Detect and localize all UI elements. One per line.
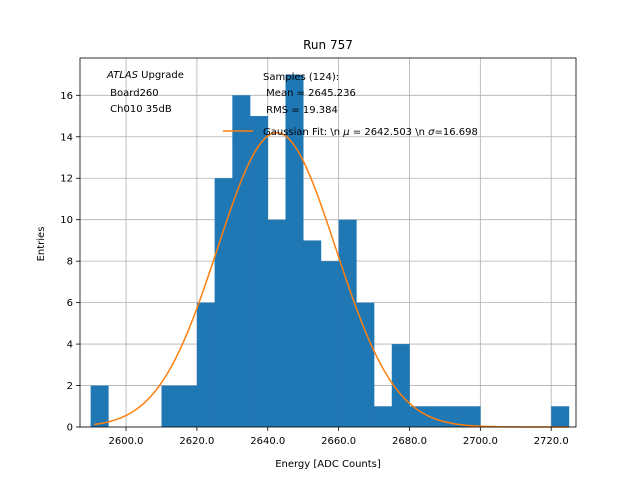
histogram-bar bbox=[338, 219, 357, 427]
histogram-bar bbox=[462, 406, 481, 427]
chart-title: Run 757 bbox=[303, 38, 353, 52]
annotation-line-3: Ch010 35dB bbox=[107, 104, 172, 115]
fit-prefix: Gaussian Fit: \n bbox=[263, 127, 343, 138]
x-tick-label: 2700.0 bbox=[463, 436, 498, 447]
x-tick-label: 2680.0 bbox=[392, 436, 427, 447]
histogram-bar bbox=[444, 406, 463, 427]
x-axis-label: Energy [ADC Counts] bbox=[275, 459, 381, 470]
histogram-bar bbox=[391, 344, 410, 427]
annotation-line-1: ATLAS Upgrade bbox=[106, 70, 184, 81]
y-axis-label: Entries bbox=[36, 227, 47, 262]
legend-fit-label: Gaussian Fit: \n μ = 2642.503 \n σ=16.69… bbox=[263, 127, 478, 138]
x-tick-label: 2720.0 bbox=[534, 436, 569, 447]
legend-samples-line-2: Mean = 2645.236 bbox=[263, 88, 356, 99]
x-tick-label: 2660.0 bbox=[321, 436, 356, 447]
y-axis-ticks: 0 2 4 6 8 10 12 14 16 bbox=[60, 91, 80, 434]
legend: Samples (124): Mean = 2645.236 RMS = 19.… bbox=[223, 72, 478, 138]
fit-sigma-value: =16.698 bbox=[434, 127, 477, 138]
histogram-bar bbox=[214, 178, 233, 427]
histogram-bar bbox=[267, 219, 286, 427]
fit-sigma-symbol: σ bbox=[428, 127, 435, 138]
x-tick-label: 2600.0 bbox=[109, 436, 144, 447]
y-tick-label: 2 bbox=[67, 381, 73, 392]
legend-samples-line-3: RMS = 19.384 bbox=[263, 105, 338, 116]
y-tick-label: 8 bbox=[67, 257, 73, 268]
histogram-bar bbox=[90, 385, 109, 427]
histogram-bar bbox=[374, 406, 393, 427]
histogram-bar bbox=[250, 116, 269, 427]
histogram-bar bbox=[232, 95, 251, 427]
y-tick-label: 4 bbox=[67, 340, 73, 351]
histogram-bar bbox=[285, 74, 304, 428]
histogram-bar bbox=[303, 240, 322, 427]
x-axis-ticks: 2600.0 2620.0 2640.0 2660.0 2680.0 2700.0 2720… bbox=[109, 427, 569, 447]
experiment-suffix: Upgrade bbox=[138, 70, 184, 81]
experiment-name: ATLAS bbox=[106, 70, 139, 81]
histogram-bar bbox=[427, 406, 446, 427]
fit-mu-symbol: μ bbox=[342, 127, 349, 138]
y-tick-label: 16 bbox=[60, 91, 73, 102]
y-tick-label: 0 bbox=[67, 423, 73, 434]
histogram-bar bbox=[320, 261, 339, 427]
y-tick-label: 10 bbox=[60, 215, 73, 226]
info-annotation: ATLAS Upgrade Board260 Ch010 35dB bbox=[106, 70, 184, 115]
histogram-bar bbox=[551, 406, 570, 427]
plot-frame bbox=[79, 57, 577, 428]
histogram-bar bbox=[161, 385, 180, 427]
gaussian-fit-curve bbox=[94, 131, 569, 428]
legend-samples-line-1: Samples (124): bbox=[263, 72, 339, 83]
histogram-bar bbox=[179, 385, 198, 427]
x-tick-label: 2640.0 bbox=[250, 436, 285, 447]
y-tick-label: 12 bbox=[60, 174, 73, 185]
y-tick-label: 14 bbox=[60, 132, 73, 143]
y-tick-label: 6 bbox=[67, 298, 73, 309]
annotation-line-2: Board260 bbox=[107, 88, 159, 99]
histogram-bar bbox=[196, 302, 215, 427]
histogram-bar bbox=[356, 302, 375, 427]
x-tick-label: 2620.0 bbox=[179, 436, 214, 447]
gaussian-fit bbox=[94, 131, 569, 428]
fit-mu-value: = 2642.503 \n bbox=[350, 127, 429, 138]
histogram-bar bbox=[409, 406, 428, 427]
